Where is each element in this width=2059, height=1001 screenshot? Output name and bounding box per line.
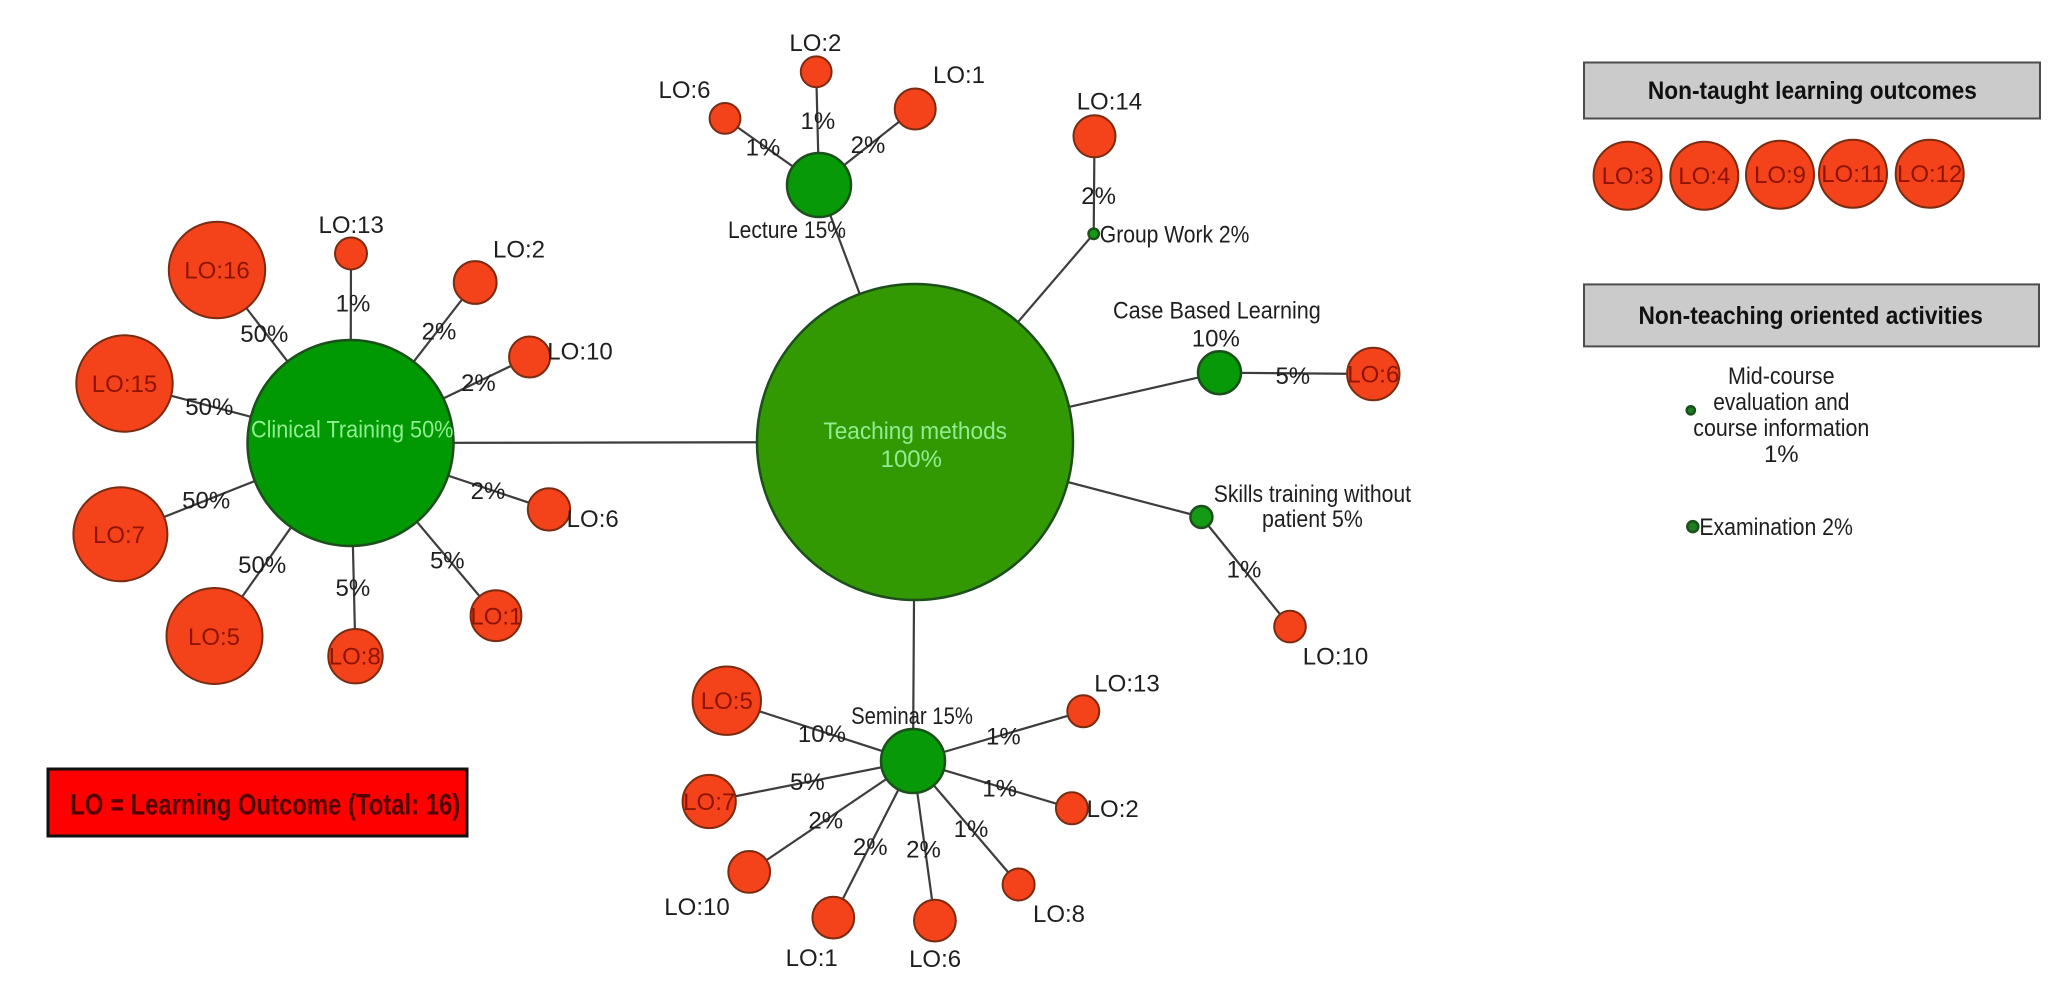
svg-text:1%: 1% (1227, 556, 1262, 583)
svg-text:course information: course information (1693, 415, 1869, 442)
svg-text:2%: 2% (906, 837, 941, 864)
svg-text:LO:6: LO:6 (567, 506, 619, 533)
svg-text:5%: 5% (1275, 363, 1310, 390)
svg-text:LO:6: LO:6 (658, 77, 710, 104)
svg-text:LO:16: LO:16 (184, 258, 249, 285)
svg-text:Lecture 15%: Lecture 15% (728, 217, 846, 244)
svg-text:2%: 2% (853, 834, 888, 861)
svg-text:LO:12: LO:12 (1897, 161, 1962, 188)
svg-text:LO:8: LO:8 (1033, 901, 1085, 928)
svg-text:LO:13: LO:13 (319, 212, 384, 239)
svg-text:LO:2: LO:2 (1087, 796, 1139, 823)
svg-text:LO:10: LO:10 (547, 339, 612, 366)
svg-text:10%: 10% (798, 721, 846, 748)
svg-text:2%: 2% (851, 132, 886, 159)
svg-text:50%: 50% (238, 552, 286, 579)
svg-text:Clinical Training 50%: Clinical Training 50% (251, 417, 454, 444)
svg-text:LO:1: LO:1 (933, 62, 985, 89)
svg-text:1%: 1% (986, 724, 1021, 751)
svg-text:LO:9: LO:9 (1754, 162, 1806, 189)
svg-text:LO:6: LO:6 (1347, 362, 1399, 389)
svg-text:LO:1: LO:1 (786, 945, 838, 972)
svg-text:LO:7: LO:7 (683, 789, 735, 816)
svg-text:2%: 2% (808, 807, 843, 834)
svg-text:Teaching methods: Teaching methods (823, 418, 1007, 445)
svg-text:LO:13: LO:13 (1094, 670, 1159, 697)
svg-text:LO:4: LO:4 (1678, 163, 1730, 190)
svg-text:Group Work 2%: Group Work 2% (1100, 222, 1250, 249)
svg-text:5%: 5% (790, 769, 825, 796)
svg-text:Seminar 15%: Seminar 15% (851, 703, 973, 730)
svg-text:1%: 1% (336, 291, 371, 318)
svg-text:LO:14: LO:14 (1077, 89, 1142, 116)
svg-text:LO:8: LO:8 (329, 644, 381, 671)
svg-text:1%: 1% (801, 108, 836, 135)
svg-text:LO:6: LO:6 (909, 946, 961, 973)
svg-text:evaluation and: evaluation and (1713, 389, 1849, 416)
svg-text:1%: 1% (1764, 441, 1799, 468)
svg-text:50%: 50% (185, 394, 233, 421)
svg-text:1%: 1% (746, 135, 781, 162)
svg-text:LO:3: LO:3 (1602, 163, 1654, 190)
svg-text:Examination 2%: Examination 2% (1699, 514, 1853, 541)
svg-text:Case Based Learning: Case Based Learning (1113, 298, 1321, 325)
svg-text:10%: 10% (1192, 325, 1240, 352)
svg-text:LO:1: LO:1 (470, 604, 522, 631)
svg-text:1%: 1% (954, 816, 989, 843)
svg-text:LO:5: LO:5 (701, 688, 753, 715)
svg-text:100%: 100% (881, 446, 942, 473)
svg-text:Skills training without: Skills training without (1214, 481, 1412, 508)
svg-text:Non-teaching oriented activiti: Non-teaching oriented activities (1639, 302, 1983, 330)
svg-text:LO:10: LO:10 (664, 894, 729, 921)
svg-text:50%: 50% (240, 321, 288, 348)
svg-text:5%: 5% (336, 575, 371, 602)
svg-text:LO:15: LO:15 (92, 371, 157, 398)
svg-text:LO:5: LO:5 (188, 624, 240, 651)
svg-text:2%: 2% (471, 478, 506, 505)
svg-text:LO:2: LO:2 (789, 30, 841, 57)
svg-text:2%: 2% (1081, 183, 1116, 210)
svg-text:2%: 2% (422, 319, 457, 346)
svg-text:patient 5%: patient 5% (1262, 506, 1363, 533)
svg-text:50%: 50% (182, 488, 230, 515)
svg-text:5%: 5% (430, 547, 465, 574)
svg-text:1%: 1% (982, 776, 1017, 803)
svg-text:LO:10: LO:10 (1303, 643, 1368, 670)
svg-text:Mid-course: Mid-course (1728, 363, 1835, 390)
svg-text:2%: 2% (461, 370, 496, 397)
svg-text:LO:7: LO:7 (93, 522, 145, 549)
svg-text:LO:2: LO:2 (493, 237, 545, 264)
svg-text:LO = Learning Outcome (Total:: LO = Learning Outcome (Total: 16) (70, 789, 460, 822)
svg-text:Non-taught learning outcomes: Non-taught learning outcomes (1648, 77, 1977, 105)
svg-text:LO:11: LO:11 (1821, 161, 1885, 188)
